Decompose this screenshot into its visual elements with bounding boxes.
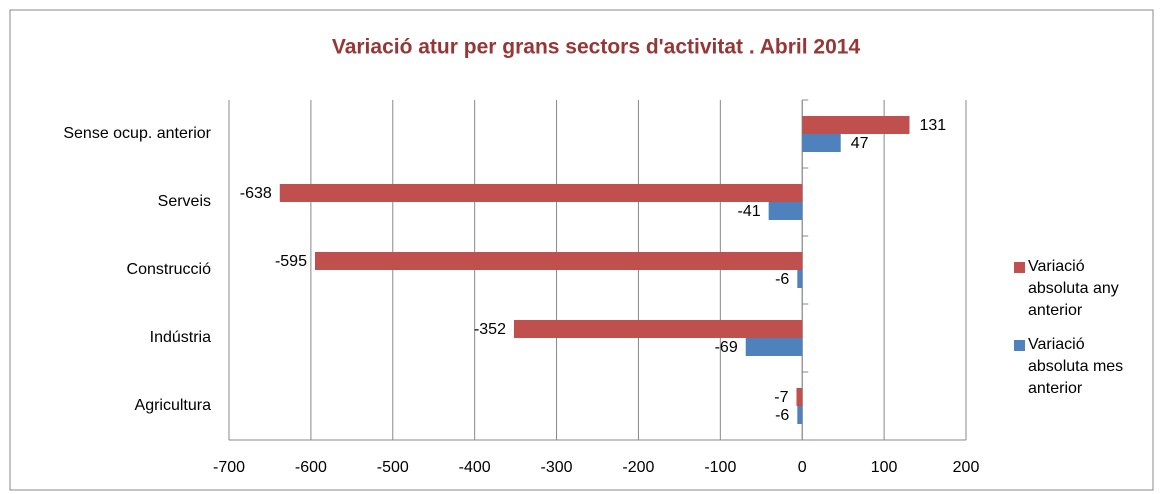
data-label: -41 xyxy=(738,203,761,220)
legend-label: Variació absoluta mes anterior xyxy=(1028,336,1124,397)
x-tick-label: -500 xyxy=(377,459,409,476)
x-tick-label: -600 xyxy=(295,459,327,476)
y-tick-label: Indústria xyxy=(150,329,211,346)
x-tick-label: -700 xyxy=(213,459,245,476)
y-tick-label: Serveis xyxy=(158,193,211,210)
x-tick-label: -400 xyxy=(459,459,491,476)
legend: Variació absoluta any anterior Variació a… xyxy=(1014,256,1144,412)
data-label: -638 xyxy=(240,185,272,202)
x-tick-label: -200 xyxy=(622,459,654,476)
data-label: -7 xyxy=(774,389,788,406)
data-label: 47 xyxy=(851,135,869,152)
legend-label: Variació absoluta any anterior xyxy=(1028,258,1119,319)
data-label: -6 xyxy=(775,407,789,424)
bar xyxy=(796,388,803,406)
y-tick-label: Construcció xyxy=(127,261,212,278)
x-tick-label: 200 xyxy=(953,459,980,476)
legend-item: Variació absoluta any anterior xyxy=(1014,256,1144,322)
bar xyxy=(802,134,841,152)
bar xyxy=(279,184,803,202)
data-label: 131 xyxy=(919,117,946,134)
data-label: -595 xyxy=(275,253,307,270)
legend-swatch xyxy=(1014,340,1025,351)
data-label: -69 xyxy=(715,339,738,356)
bar xyxy=(797,270,803,288)
chart-border xyxy=(9,9,1154,491)
data-label: -6 xyxy=(775,271,789,288)
bar xyxy=(768,202,803,220)
chart-title: Variació atur per grans sectors d'activi… xyxy=(332,36,861,59)
bar xyxy=(745,338,803,356)
bar xyxy=(513,320,803,338)
x-tick-label: -300 xyxy=(541,459,573,476)
y-tick-label: Sense ocup. anterior xyxy=(63,125,211,142)
legend-swatch xyxy=(1014,262,1025,273)
x-tick-label: 100 xyxy=(871,459,898,476)
bar xyxy=(797,406,803,424)
legend-item: Variació absoluta mes anterior xyxy=(1014,334,1144,400)
bar xyxy=(314,252,803,270)
x-tick-label: 0 xyxy=(798,459,807,476)
bar xyxy=(802,116,910,134)
x-tick-label: -100 xyxy=(704,459,736,476)
y-tick-label: Agricultura xyxy=(135,397,212,414)
data-label: -352 xyxy=(474,321,506,338)
